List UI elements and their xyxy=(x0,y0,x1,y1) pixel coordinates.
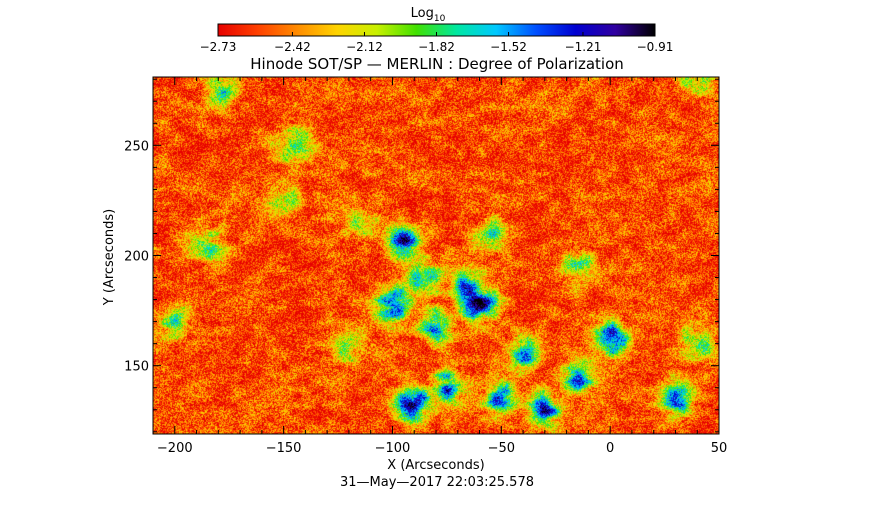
y-tick-label: 250 xyxy=(124,139,149,154)
y-tick-label: 150 xyxy=(124,360,149,375)
colorbar-tick-label: −2.73 xyxy=(200,40,237,54)
colorbar-ticks: −2.73 −2.42 −2.12 −1.82 −1.52 −1.21 −0.91 xyxy=(200,32,674,54)
colorbar-tick-label: −2.12 xyxy=(346,40,383,54)
date-label: 31—May—2017 22:03:25.578 xyxy=(340,475,534,490)
colorbar-label-main: Log xyxy=(411,6,434,21)
chart-title: Hinode SOT/SP — MERLIN : Degree of Polar… xyxy=(250,55,624,73)
y-axis: 150 200 250 xyxy=(124,78,719,433)
x-axis: −200 −150 −100 −50 0 50 xyxy=(152,77,728,456)
x-tick-label: −100 xyxy=(375,441,411,456)
colorbar-label: Log10 xyxy=(411,6,446,24)
heatmap-image xyxy=(153,77,719,434)
x-axis-label: X (Arcseconds) xyxy=(387,458,484,473)
colorbar-tick-label: −2.42 xyxy=(274,40,311,54)
colorbar-tick-label: −1.82 xyxy=(418,40,455,54)
colorbar: Log10 −2.73 −2.42 −2.12 −1.82 −1.52 −1.21 −0.9… xyxy=(200,6,674,54)
x-tick-label: −150 xyxy=(266,441,302,456)
x-tick-label: −50 xyxy=(488,441,515,456)
x-tick-label: 50 xyxy=(711,441,728,456)
y-axis-label: Y (Arcseconds) xyxy=(102,209,117,306)
x-tick-label: 0 xyxy=(606,441,614,456)
y-tick-label: 200 xyxy=(124,250,149,265)
colorbar-tick-label: −0.91 xyxy=(637,40,674,54)
colorbar-label-subscript: 10 xyxy=(434,14,446,24)
x-tick-label: −200 xyxy=(157,441,193,456)
colorbar-tick-label: −1.21 xyxy=(565,40,602,54)
colorbar-tick-label: −1.52 xyxy=(490,40,527,54)
